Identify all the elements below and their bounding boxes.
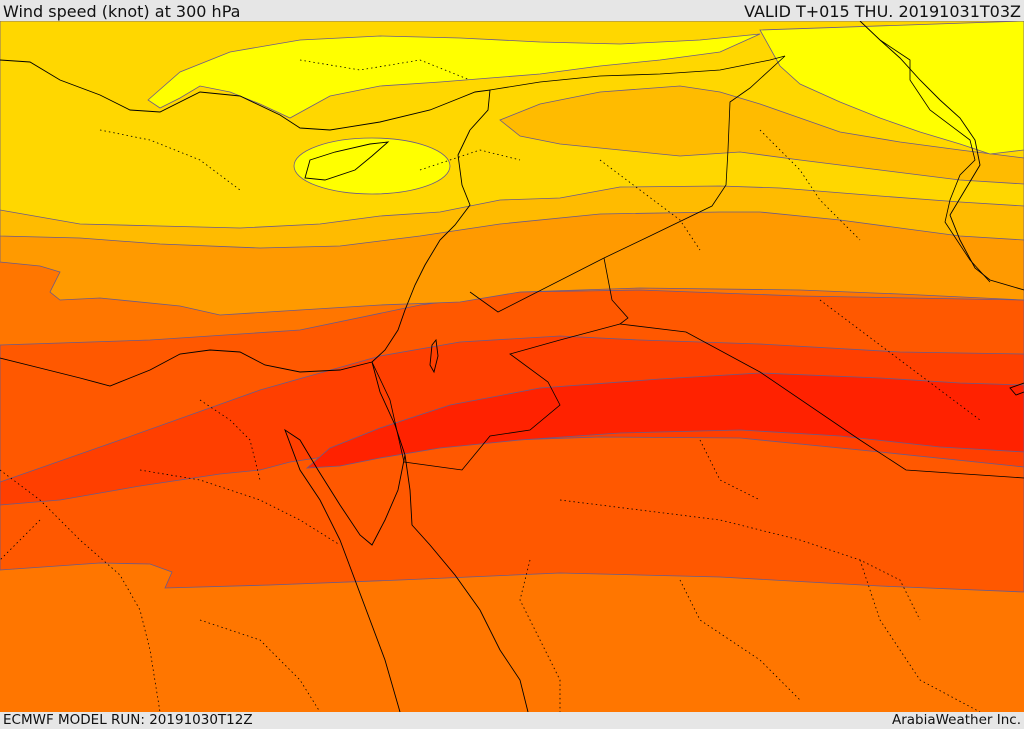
- model-run-label: ECMWF MODEL RUN: 20191030T12Z: [3, 712, 253, 728]
- coastlines: [0, 21, 1024, 712]
- band-1-east: [759, 21, 1024, 155]
- band-1-cyprus: [293, 137, 451, 195]
- band-3-pocket: [499, 85, 1024, 185]
- credit-label: ArabiaWeather Inc.: [891, 712, 1021, 728]
- band-1-turkey: [147, 33, 761, 119]
- band-8-jet-core: [305, 372, 1024, 469]
- wind-speed-map: [0, 21, 1024, 712]
- valid-time-label: VALID T+015 THU. 20191031T03Z: [744, 2, 1021, 21]
- map-title: Wind speed (knot) at 300 hPa: [3, 2, 241, 21]
- admin-boundaries: [0, 59, 981, 712]
- header-bar: Wind speed (knot) at 300 hPa VALID T+015…: [0, 0, 1024, 21]
- footer-bar: ECMWF MODEL RUN: 20191030T12Z ArabiaWeat…: [0, 712, 1024, 729]
- country-borders: [371, 39, 1024, 479]
